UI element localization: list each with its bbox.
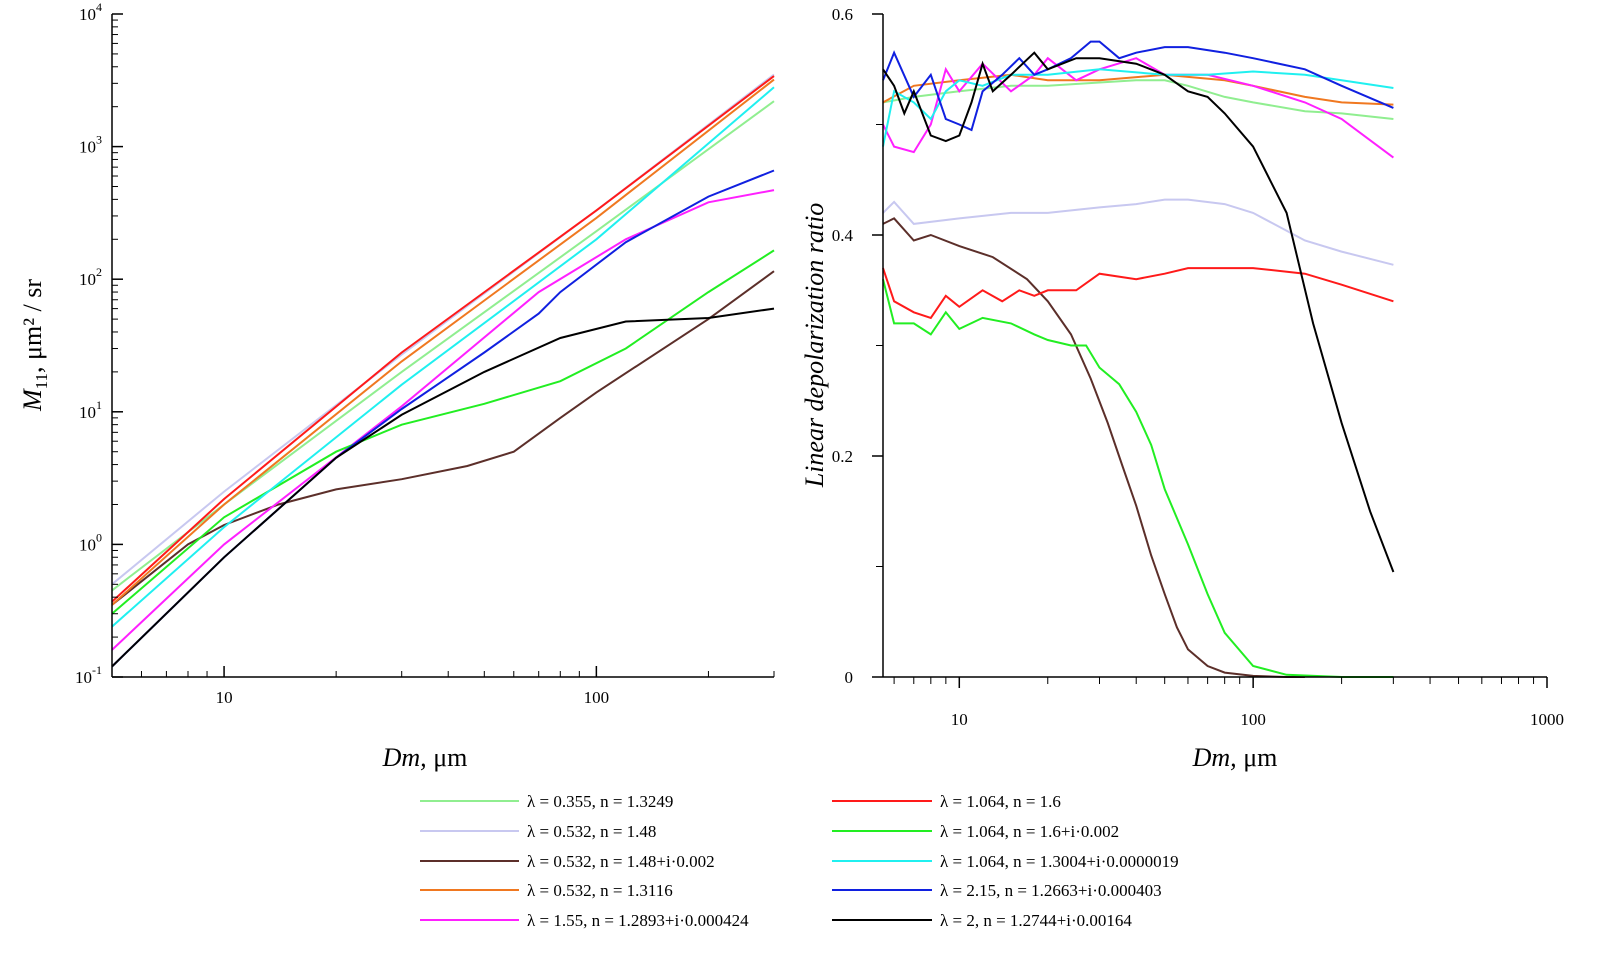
left-series-line-s3 (111, 270, 775, 606)
right-series-group (882, 40, 1395, 678)
left-series-line-s5 (111, 189, 775, 651)
legend-label-s3: λ = 0.532, n = 1.48+i·0.002 (527, 852, 715, 871)
left-y-tick-label: 103 (79, 133, 102, 157)
left-ticks (111, 13, 775, 678)
right-y-tick-label: 0.2 (832, 447, 853, 466)
right-series-line-s3 (882, 217, 1305, 678)
left-y-tick-label: 10-1 (75, 663, 102, 687)
right-y-tick-label: 0.4 (832, 226, 854, 245)
left-y-tick-label: 101 (79, 398, 102, 422)
legend-label-s9: λ = 2.15, n = 1.2663+i·0.000403 (940, 881, 1162, 900)
right-series-line-s1 (882, 79, 1394, 120)
right-series-line-s10 (882, 51, 1395, 573)
right-series-line-s9 (882, 40, 1394, 132)
legend-label-s4: λ = 0.532, n = 1.3116 (527, 881, 673, 900)
right-series-line-s7 (882, 278, 1394, 678)
left-x-tick-label: 100 (584, 688, 610, 707)
right-y-tick-label: 0 (845, 668, 854, 687)
left-x-tick-label: 10 (216, 688, 233, 707)
left-y-axis-title: M11, μm² / sr (18, 279, 51, 412)
legend-label-s6: λ = 1.064, n = 1.6 (940, 792, 1061, 811)
right-tick-labels: 0 0.2 0.4 0.6 10 100 1000 (832, 5, 1564, 729)
left-series-line-s6 (111, 75, 775, 603)
left-series-line-s10 (111, 307, 775, 668)
legend-label-s5: λ = 1.55, n = 1.2893+i·0.000424 (527, 911, 749, 930)
left-x-axis-title: Dm, μm (382, 743, 468, 772)
left-series-line-s8 (111, 86, 775, 628)
left-series-line-s4 (111, 78, 775, 606)
right-series-line-s2 (882, 198, 1394, 266)
right-chart: 0 0.2 0.4 0.6 10 100 1000 Dm, μm Linear depola… (800, 5, 1564, 772)
left-series-line-s7 (111, 249, 775, 615)
right-series-line-s5 (882, 56, 1394, 159)
legend-label-s8: λ = 1.064, n = 1.3004+i·0.0000019 (940, 852, 1179, 871)
legend-label-s2: λ = 0.532, n = 1.48 (527, 822, 656, 841)
legend-label-s10: λ = 2, n = 1.2744+i·0.00164 (940, 911, 1132, 930)
right-ticks (872, 13, 1548, 688)
left-y-tick-label: 100 (79, 530, 102, 554)
right-y-axis-title: Linear depolarization ratio (800, 203, 829, 489)
right-series-line-s6 (882, 267, 1394, 320)
right-x-tick-label: 10 (951, 710, 968, 729)
legend-label-s7: λ = 1.064, n = 1.6+i·0.002 (940, 822, 1119, 841)
right-series-line-s4 (882, 73, 1394, 106)
left-chart: 10-1 100 101 102 103 104 10 100 Dm, μm M11, μm²… (18, 0, 775, 772)
legend: λ = 0.355, n = 1.3249 λ = 0.532, n = 1.48… (420, 792, 1179, 930)
right-x-axis-title: Dm, μm (1192, 743, 1278, 772)
right-x-tick-label: 1000 (1530, 710, 1564, 729)
right-y-tick-label: 0.6 (832, 5, 853, 24)
left-series-line-s9 (111, 169, 775, 668)
right-x-tick-label: 100 (1240, 710, 1266, 729)
legend-label-s1: λ = 0.355, n = 1.3249 (527, 792, 673, 811)
left-y-tick-label: 104 (79, 0, 102, 24)
left-y-tick-label: 102 (79, 265, 102, 289)
left-series-group (111, 73, 775, 668)
left-tick-labels: 10-1 100 101 102 103 104 10 100 (75, 0, 609, 707)
